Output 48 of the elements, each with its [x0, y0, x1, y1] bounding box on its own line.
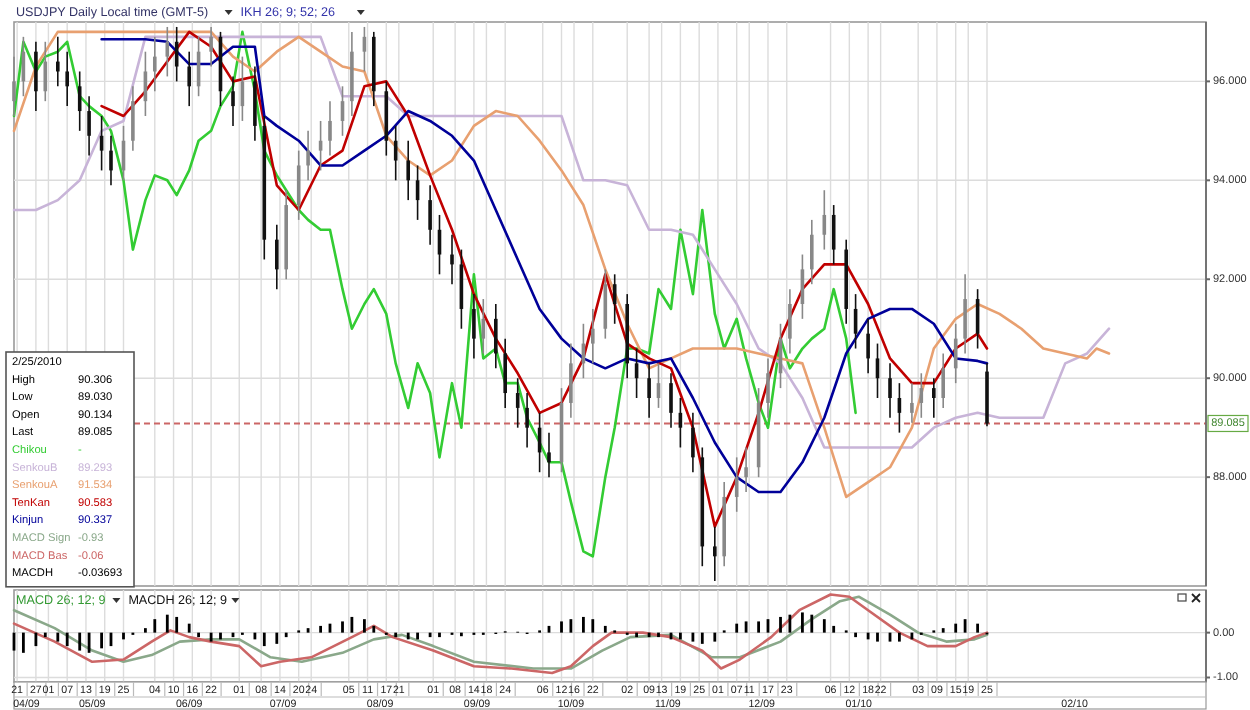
candlestick	[77, 70, 82, 132]
candlestick	[866, 318, 870, 375]
candlestick	[788, 288, 792, 355]
candlestick	[481, 298, 486, 355]
candlestick	[744, 446, 748, 493]
line-series	[12, 30, 857, 558]
candlestick	[296, 149, 301, 221]
candlestick	[766, 357, 770, 419]
candlestick	[919, 372, 924, 419]
candlestick	[209, 26, 213, 68]
candlestick	[888, 362, 892, 419]
candlestick	[328, 100, 332, 157]
candlestick	[109, 134, 113, 187]
candlestick	[406, 139, 410, 201]
candlestick	[231, 75, 235, 127]
candlestick	[43, 40, 48, 102]
candlestick	[647, 362, 651, 419]
candlestick	[494, 303, 498, 370]
candlestick	[12, 55, 16, 117]
candlestick	[187, 50, 191, 107]
candlestick	[306, 130, 310, 182]
candlestick	[713, 525, 717, 582]
candlestick	[152, 36, 157, 93]
candlestick	[65, 50, 69, 107]
candlestick	[87, 95, 91, 157]
candlestick	[131, 85, 135, 152]
candlestick	[275, 224, 279, 290]
candlestick	[503, 337, 507, 409]
candlestick	[525, 392, 529, 449]
candlestick	[932, 377, 936, 419]
candlestick	[953, 322, 958, 384]
candlestick	[590, 308, 595, 365]
candlestick	[941, 352, 945, 409]
candlestick	[56, 36, 60, 88]
candlestick	[569, 342, 573, 419]
candlestick	[34, 40, 38, 112]
candlestick	[910, 382, 914, 424]
candlestick	[428, 184, 432, 246]
candlestick	[691, 412, 695, 474]
candlestick	[810, 219, 814, 286]
candlestick	[450, 233, 454, 286]
candlestick	[734, 456, 739, 513]
candlestick	[515, 377, 520, 429]
candlestick	[669, 372, 673, 429]
candlestick	[472, 293, 476, 360]
candlestick	[253, 65, 257, 142]
candlestick	[547, 431, 551, 478]
candlestick	[963, 273, 967, 355]
